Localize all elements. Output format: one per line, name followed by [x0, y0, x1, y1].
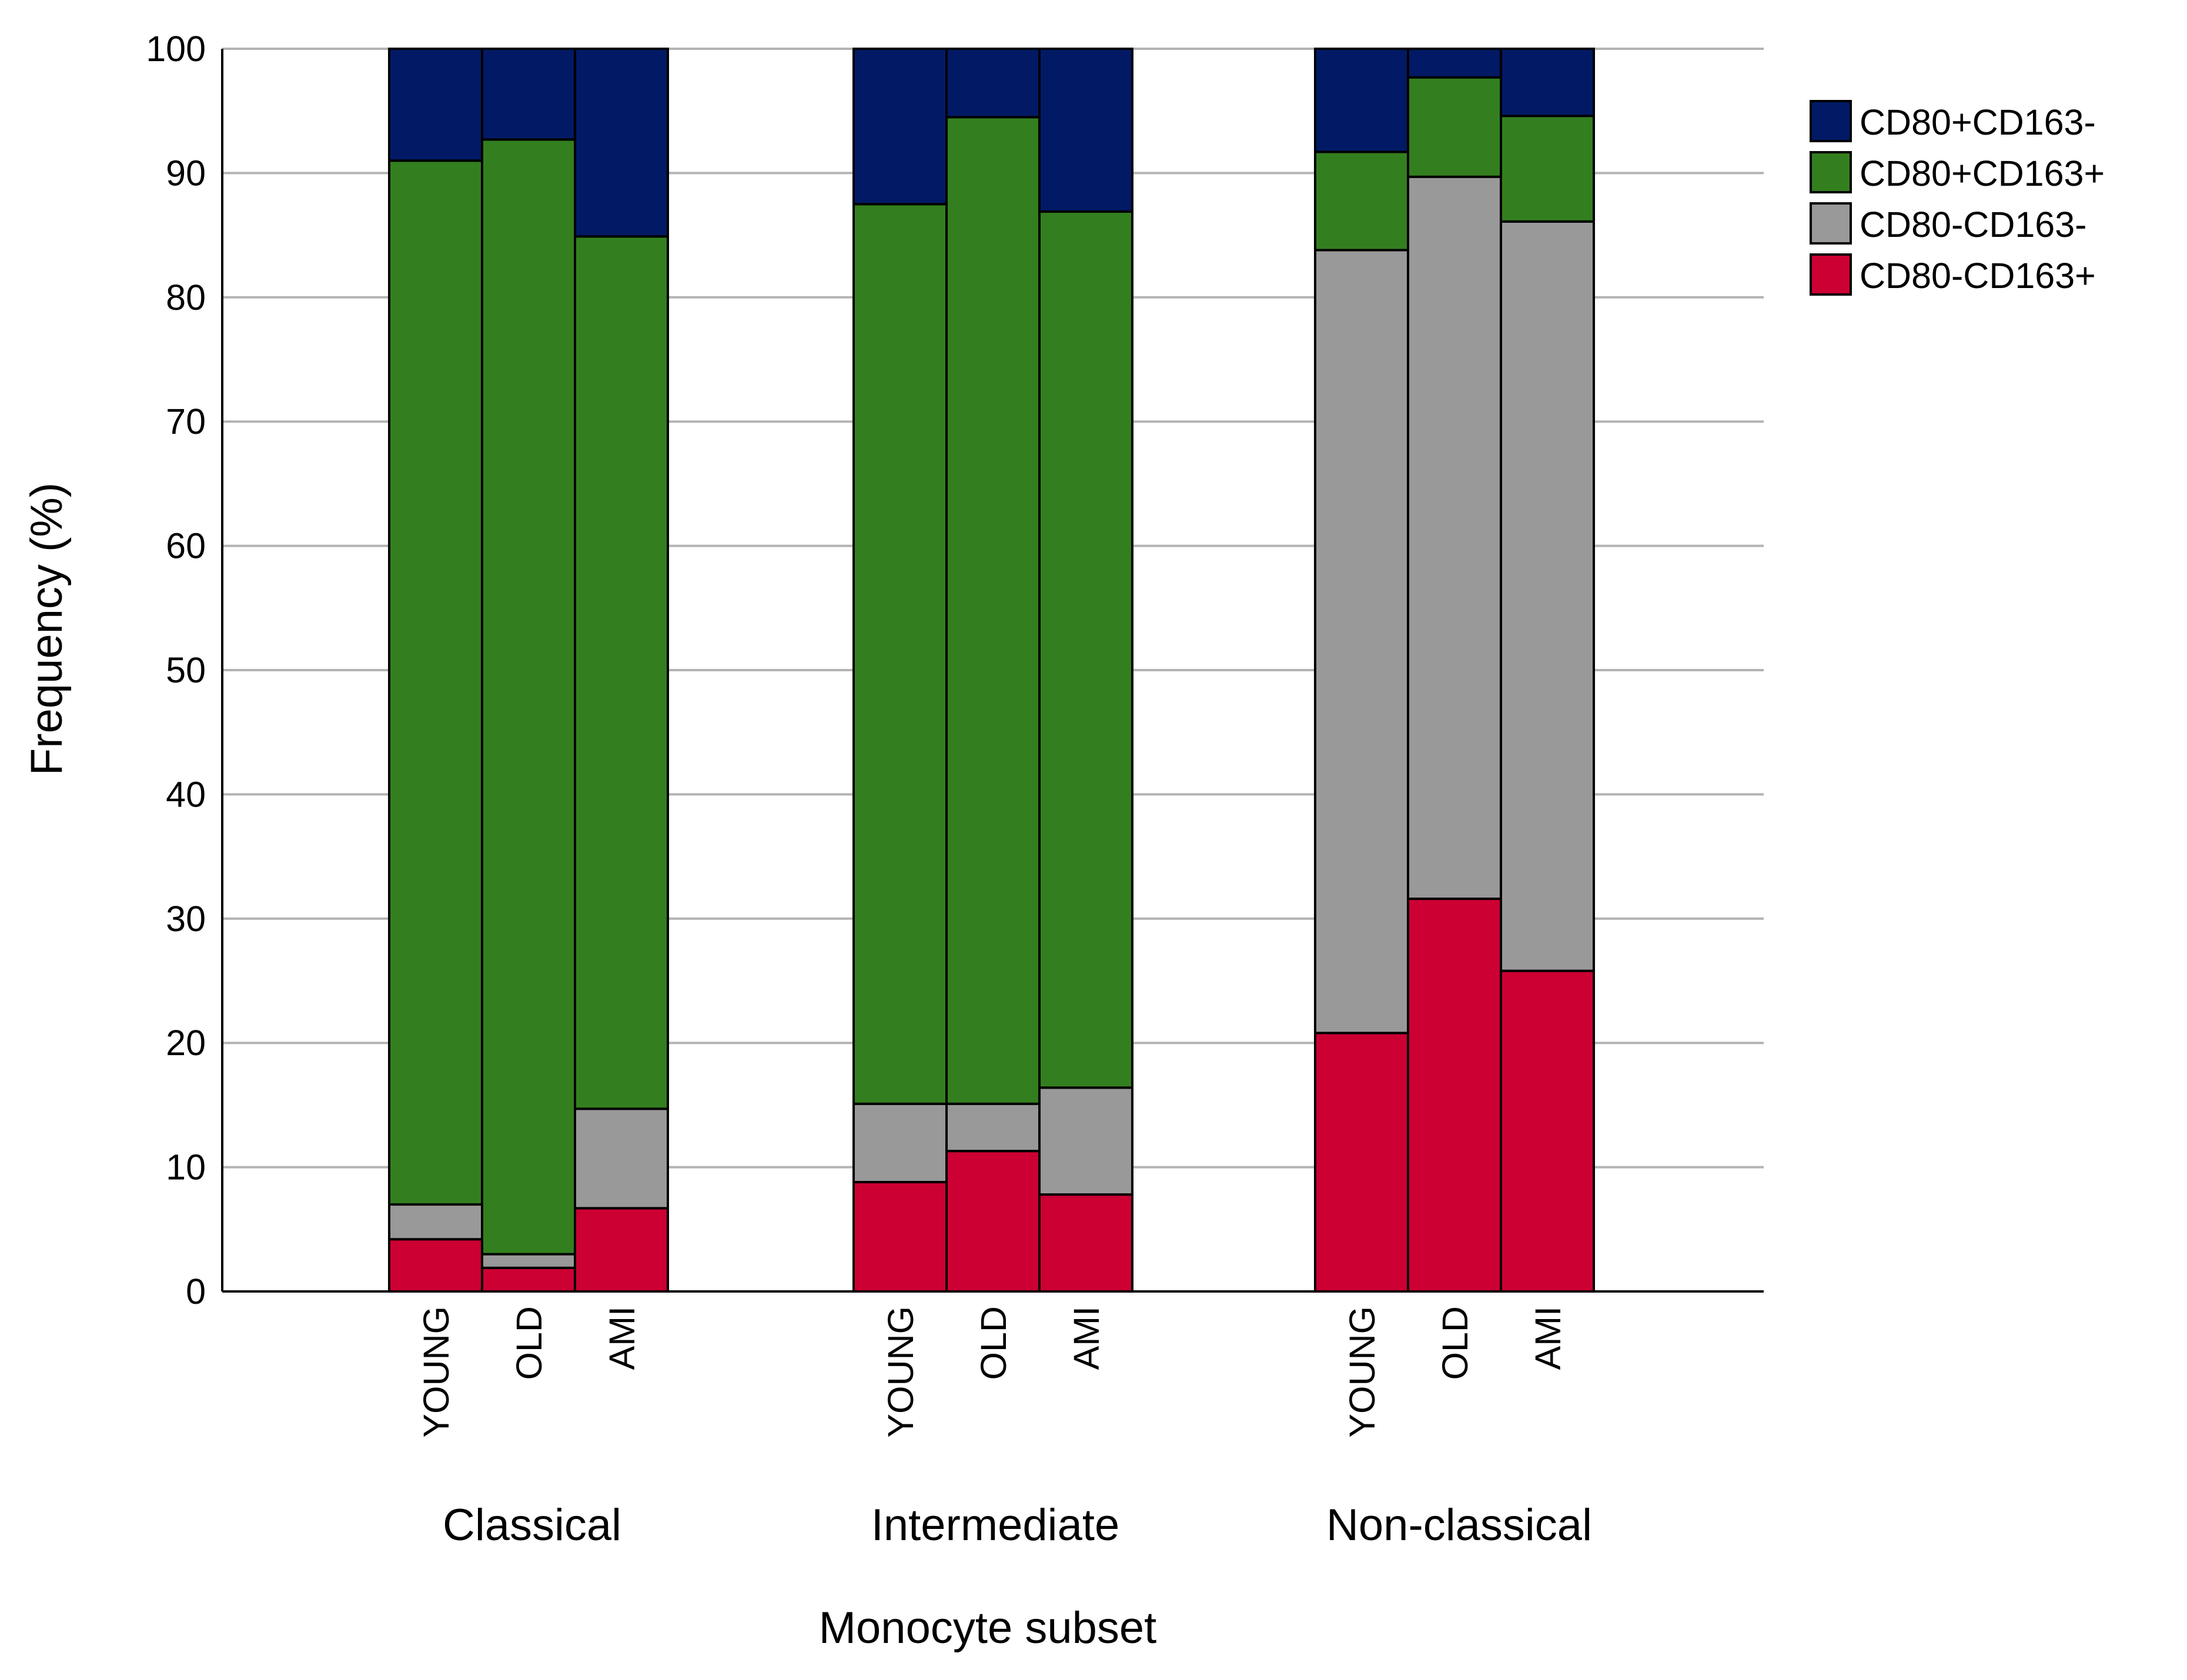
- y-tick-label: 80: [166, 277, 206, 317]
- bar-label: AMI: [1528, 1306, 1568, 1370]
- bar-segment: [1500, 115, 1595, 223]
- bar-segment: [388, 1238, 483, 1293]
- bar-segment: [852, 203, 948, 1105]
- bar-label: AMI: [602, 1306, 642, 1370]
- y-tick-label: 90: [166, 153, 206, 193]
- bar-segment: [388, 1203, 483, 1241]
- legend-label: CD80-CD163+: [1860, 256, 2096, 296]
- axes: [221, 49, 1764, 1293]
- bar-segment: [1038, 1193, 1133, 1293]
- bar-label: YOUNG: [881, 1306, 921, 1438]
- bar-segment: [1407, 48, 1502, 79]
- y-tick-labels: 0 10 20 30 40 50 60 70 80 90 100: [146, 29, 206, 1311]
- bar-segment: [1314, 249, 1409, 1035]
- x-tick-labels: YOUNG OLD AMI YOUNG OLD AMI YOUNG OLD AMI Classic…: [416, 1306, 1592, 1550]
- bar-segment: [1038, 48, 1133, 213]
- y-tick-label: 30: [166, 899, 206, 939]
- bar-segment: [574, 48, 669, 238]
- legend-label: CD80+CD163-: [1860, 102, 2096, 142]
- legend-swatch: [1810, 202, 1852, 245]
- legend: CD80+CD163- CD80+CD163+ CD80-CD163- CD80-CD…: [1810, 100, 2105, 296]
- bar-segment: [1314, 48, 1409, 153]
- bar-segment: [1314, 1032, 1409, 1293]
- bar-segment: [1407, 76, 1502, 178]
- bar-segment: [852, 1102, 948, 1183]
- bar-segment: [1407, 175, 1502, 900]
- bar-segment: [481, 1253, 576, 1269]
- bar-label: AMI: [1066, 1306, 1106, 1370]
- y-tick-label: 0: [186, 1271, 206, 1311]
- legend-swatch: [1810, 253, 1852, 296]
- y-tick-label: 20: [166, 1023, 206, 1063]
- bar-label: YOUNG: [1342, 1306, 1382, 1438]
- legend-label: CD80-CD163-: [1860, 205, 2086, 245]
- bar-label: YOUNG: [416, 1306, 456, 1438]
- y-tick-label: 60: [166, 526, 206, 566]
- bar-label: OLD: [509, 1306, 549, 1380]
- y-tick-label: 50: [166, 650, 206, 690]
- bar-segment: [852, 48, 948, 206]
- bar-segment: [852, 1180, 948, 1293]
- bar-segment: [1500, 220, 1595, 972]
- bar-segment: [945, 1150, 1041, 1293]
- bar-segment: [574, 1207, 669, 1293]
- group-label: Classical: [443, 1500, 621, 1550]
- bar-segment: [1038, 210, 1133, 1089]
- bar-label: OLD: [974, 1306, 1014, 1380]
- group-label: Non-classical: [1326, 1500, 1592, 1550]
- bar-segment: [945, 1102, 1041, 1153]
- bar-segment: [1500, 48, 1595, 118]
- y-tick-label: 40: [166, 774, 206, 814]
- y-tick-label: 100: [146, 29, 206, 69]
- bar-segment: [1500, 969, 1595, 1293]
- bar-segment: [1314, 150, 1409, 252]
- bar-segment: [945, 48, 1041, 119]
- bar-segment: [481, 138, 576, 1256]
- x-axis-title: Monocyte subset: [819, 1603, 1157, 1653]
- bar-segment: [1407, 897, 1502, 1293]
- bar-segment: [574, 235, 669, 1110]
- bar-segment: [481, 1266, 576, 1293]
- bar-segment: [388, 159, 483, 1206]
- legend-swatch: [1810, 151, 1852, 193]
- bar-segment: [388, 48, 483, 162]
- bar-segment: [945, 116, 1041, 1105]
- y-tick-label: 70: [166, 401, 206, 441]
- bar-segment: [481, 48, 576, 141]
- group-label: Intermediate: [871, 1500, 1119, 1550]
- bar-segment: [1038, 1086, 1133, 1196]
- y-axis-title: Frequency (%): [22, 483, 72, 775]
- bar-label: OLD: [1435, 1306, 1475, 1380]
- bar-segment: [574, 1107, 669, 1210]
- legend-swatch: [1810, 100, 1852, 142]
- legend-label: CD80+CD163+: [1860, 153, 2105, 193]
- bars: [388, 48, 1595, 1293]
- y-tick-label: 10: [166, 1147, 206, 1187]
